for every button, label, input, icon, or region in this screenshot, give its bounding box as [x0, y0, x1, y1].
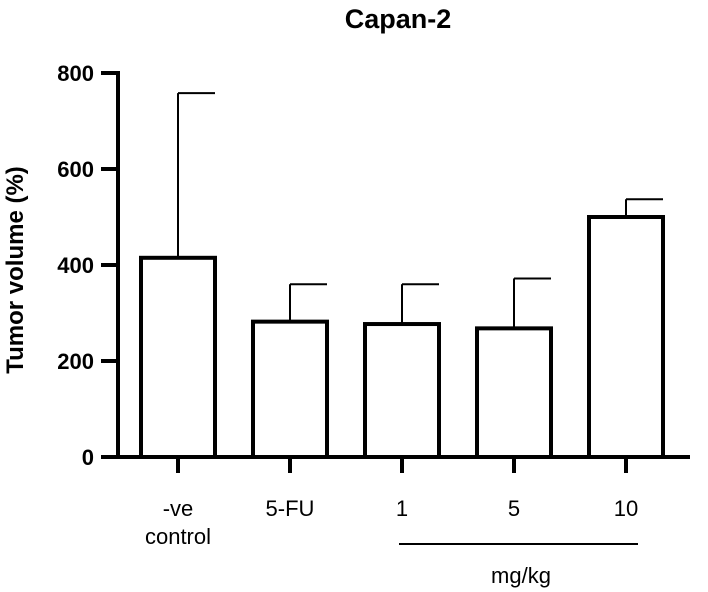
x-tick-label-5-fu: 5-FU: [266, 496, 315, 521]
bar-ve-control: [139, 255, 217, 459]
x-tick-label-ve-control-2: control: [145, 524, 211, 549]
y-tick-label-200: 200: [57, 349, 94, 374]
y-tick-label-400: 400: [57, 253, 94, 278]
y-tick-label-800: 800: [57, 61, 94, 86]
bar-5: [475, 326, 553, 459]
y-axis-label: Tumor volume (%): [2, 166, 29, 374]
x-tick-label-ve-control-1: -ve: [163, 496, 194, 521]
x-tick-label-1: 1: [396, 496, 408, 521]
x-tick-label-10: 10: [614, 496, 638, 521]
x-tick-label-5: 5: [508, 496, 520, 521]
group-unit-label: mg/kg: [491, 563, 551, 588]
y-tick-label-0: 0: [82, 445, 94, 470]
bar-5-fu: [251, 319, 329, 460]
y-tick-label-600: 600: [57, 157, 94, 182]
plot-area: 0 200 400 600 800 -ve control 5-FU 1 5 10: [57, 61, 690, 549]
bar-10: [587, 215, 665, 459]
chart-title: Capan-2: [345, 4, 452, 34]
bar-1: [363, 322, 441, 460]
